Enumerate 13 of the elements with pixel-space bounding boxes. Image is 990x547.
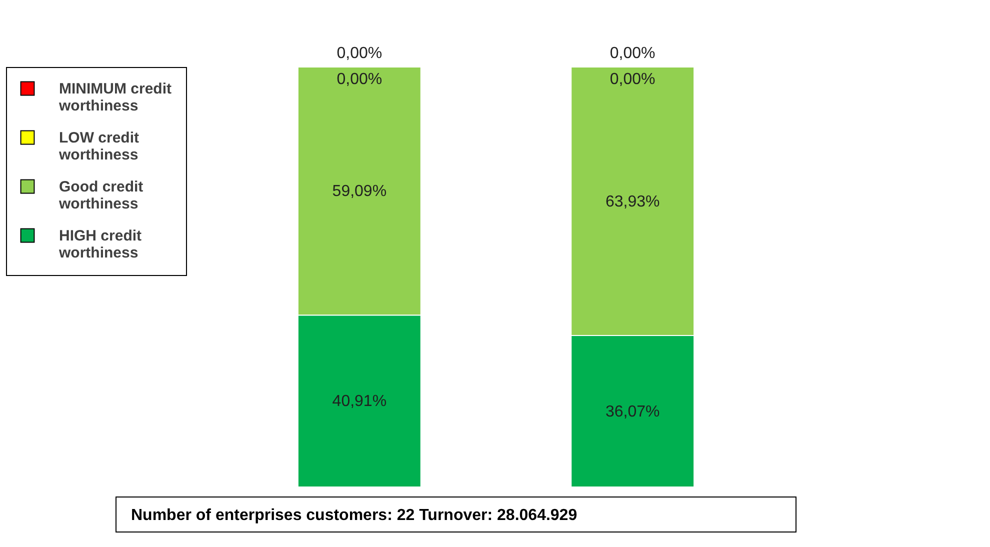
data-label: 0,00% [610, 71, 656, 88]
data-label: 0,00% [336, 45, 382, 62]
legend-label: HIGH credit worthiness [58, 228, 142, 262]
data-label: 0,00% [336, 71, 382, 88]
data-label: 40,91% [332, 393, 387, 410]
data-label: 63,93% [605, 193, 660, 210]
data-label: 59,09% [332, 183, 387, 200]
legend-label: LOW credit worthiness [58, 130, 140, 164]
data-label: 0,00% [610, 45, 656, 62]
data-label: 36,07% [605, 403, 660, 420]
legend-label: MINIMUM credit worthiness [58, 80, 172, 114]
text: Number of enterprises customers: 22 Turnover: 28.064.929 [131, 507, 578, 524]
legend-label: Good credit worthiness [58, 178, 144, 212]
